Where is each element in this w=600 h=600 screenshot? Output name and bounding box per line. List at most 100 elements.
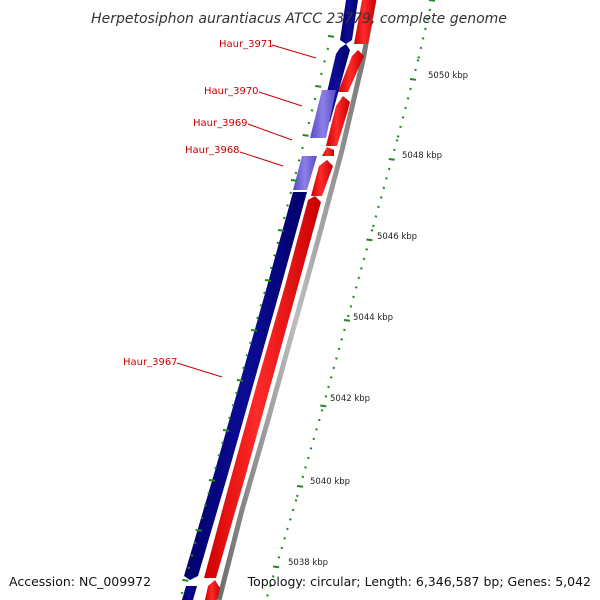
ruler-tick-21	[382, 186, 386, 190]
ruler-labels: 5038 kbp 5040 kbp 5042 kbp 5044 kbp 5046…	[288, 71, 468, 568]
ruler-tick-33	[352, 295, 355, 299]
inner-tick-14	[286, 204, 289, 207]
ruler-tick-39	[337, 347, 341, 351]
ruler-tick-60	[283, 537, 286, 540]
inner-tick-29	[235, 391, 238, 395]
ruler-tick-46	[320, 409, 324, 412]
ruler-tick-17	[393, 148, 396, 152]
inner-tick-28	[236, 379, 244, 382]
leader-haur-3969	[247, 123, 293, 141]
ruler-tick-12	[404, 106, 407, 110]
gene-label-haur-3971[interactable]: Haur_3971	[219, 39, 274, 50]
ruler-tick-49	[312, 437, 316, 441]
ruler-tick-11	[406, 97, 410, 100]
ruler-tick-9	[409, 78, 417, 81]
ruler-label-5050: 5050 kbp	[428, 71, 468, 81]
inner-tick-marks	[180, 35, 335, 595]
ruler-tick-48	[315, 428, 318, 431]
inner-tick-44	[182, 579, 189, 582]
ruler-tick-52	[304, 466, 307, 469]
ruler-tick-34	[349, 305, 353, 308]
ruler-tick-28	[365, 248, 369, 251]
gene-feature-reverse-long[interactable]	[184, 192, 307, 580]
ruler-tick-66	[266, 594, 269, 597]
inner-tick-30	[231, 404, 235, 407]
ruler-tick-62	[277, 556, 281, 559]
gene-feature-forward-haur-3967[interactable]	[204, 196, 321, 578]
leader-haur-3967	[176, 362, 223, 378]
ruler-tick-29	[362, 257, 366, 261]
inner-tick-15	[282, 216, 286, 220]
ruler-tick-58	[288, 518, 292, 521]
gene-label-haur-3967[interactable]: Haur_3967	[123, 357, 178, 368]
inner-tick-23	[256, 316, 259, 320]
inner-tick-35	[214, 466, 217, 470]
map-title: Herpetosiphon aurantiacus ATCC 23779, co…	[91, 11, 507, 27]
inner-tick-40	[195, 529, 202, 532]
gene-label-haur-3968[interactable]: Haur_3968	[185, 145, 240, 156]
ruler-tick-65	[269, 584, 272, 588]
gene-label-haur-3969[interactable]: Haur_3969	[193, 118, 248, 129]
ruler-tick-25	[371, 224, 375, 228]
inner-tick-27	[242, 366, 245, 370]
gene-feature-forward-haur-3970[interactable]	[326, 96, 350, 146]
gene-feature-forward-bottom[interactable]	[205, 580, 220, 600]
ruler-tick-10	[409, 87, 412, 91]
inner-tick-20	[264, 279, 272, 282]
inner-tick-12	[290, 179, 298, 182]
ruler-label-5042: 5042 kbp	[330, 394, 370, 404]
ruler-tick-45	[320, 404, 327, 408]
ruler-tick-38	[340, 338, 344, 341]
gene-feature-forward-haur-3972[interactable]	[354, 0, 376, 44]
inner-tick-24	[250, 329, 258, 332]
ruler-tick-35	[346, 314, 350, 318]
inner-tick-41	[193, 541, 197, 545]
genome-summary-text: Topology: circular; Length: 6,346,587 bp…	[247, 574, 591, 589]
ruler-tick-2	[426, 18, 429, 21]
ruler-tick-61	[280, 546, 284, 550]
ruler-tick-14	[399, 125, 402, 129]
ruler-tick-54	[296, 485, 304, 488]
leader-haur-3971	[271, 44, 317, 59]
ruler-tick-1	[428, 8, 432, 12]
ruler-tick-40	[335, 357, 338, 360]
ruler-tick-5	[419, 46, 423, 50]
ruler-tick-4	[421, 37, 425, 40]
inner-tick-9	[301, 146, 304, 150]
ruler-tick-marks	[266, 0, 436, 597]
inner-tick-0	[327, 35, 335, 38]
ruler-label-5048: 5048 kbp	[402, 151, 442, 161]
gene-feature-haur-3968-block[interactable]	[293, 156, 317, 190]
gene-feature-forward-haur-3968[interactable]	[311, 160, 333, 196]
ruler-tick-32	[354, 286, 358, 289]
ruler-tick-26	[370, 229, 374, 232]
ruler-tick-56	[294, 499, 298, 502]
inner-tick-16	[277, 229, 285, 232]
ruler-tick-42	[329, 376, 333, 379]
inner-tick-37	[207, 491, 211, 495]
ruler-tick-50	[309, 447, 313, 450]
gene-feature-haur-3970-block[interactable]	[310, 90, 336, 138]
gene-feature-forward-haur-3971[interactable]	[338, 50, 364, 92]
inner-tick-45	[180, 591, 184, 595]
ruler-label-5040: 5040 kbp	[310, 477, 350, 487]
inner-tick-42	[190, 554, 194, 557]
ruler-tick-22	[379, 196, 383, 199]
inner-tick-31	[228, 416, 231, 420]
gene-label-haur-3970[interactable]: Haur_3970	[204, 86, 259, 97]
ruler-tick-43	[327, 385, 330, 389]
gene-feature-reverse-top[interactable]	[340, 0, 358, 44]
ruler-tick-37	[343, 328, 346, 332]
ruler-tick-3	[424, 27, 427, 31]
inner-tick-3	[320, 72, 323, 76]
ruler-tick-16	[395, 139, 399, 142]
gene-feature-reverse-bottom[interactable]	[182, 586, 197, 600]
inner-tick-33	[221, 441, 224, 445]
ruler-label-5044: 5044 kbp	[353, 313, 393, 323]
ruler-tick-30	[360, 267, 363, 270]
ruler-tick-53	[301, 475, 305, 479]
ruler-tick-13	[401, 116, 405, 119]
ruler-tick-24	[374, 215, 378, 218]
gene-feature-forward-haur-3969[interactable]	[322, 147, 334, 156]
